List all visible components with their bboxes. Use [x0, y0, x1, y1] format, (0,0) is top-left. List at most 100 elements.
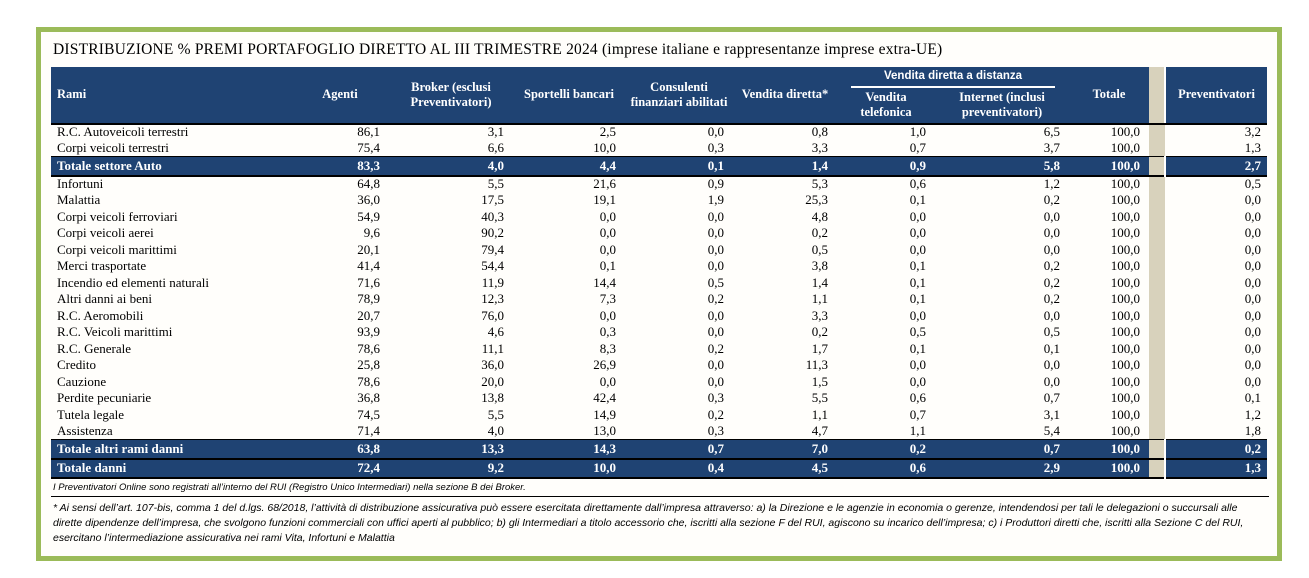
value-cell: 100,0	[1110, 423, 1141, 439]
table-row: Assistenza 71,4 4,0 13,0 0,3 4,7 1,1 5,4 100,0 1,…	[51, 423, 1267, 440]
value-cell: 1,2	[1043, 176, 1061, 192]
value-cell: 41,4	[357, 258, 380, 274]
value-cell: 1,3	[1164, 458, 1268, 478]
value-cell: 3,3	[811, 307, 828, 323]
row-label: Totale danni	[51, 458, 291, 478]
value-cell: 0,0	[1043, 357, 1061, 373]
value-cell: 13,0	[593, 423, 616, 439]
table-row: R.C. Autoveicoli terrestri 86,1 3,1 2,5 0,0 0…	[51, 123, 1267, 141]
table-row: Corpi veicoli terrestri 75,4 6,6 10,0 0,3 3,3…	[51, 140, 1267, 157]
total-row: Totale altri rami danni 63,8 13,3 14,3 0,7 7,…	[51, 439, 1268, 459]
table-row: Malattia 36,0 17,5 19,1 1,9 25,3 0,1 0,2 100,0 0,…	[51, 192, 1267, 209]
value-cell: 0,0	[707, 208, 724, 224]
row-label: Altri danni ai beni	[57, 291, 152, 307]
value-cell: 0,1	[1244, 390, 1262, 406]
value-cell: 7,0	[733, 439, 837, 459]
value-cell: 3,8	[811, 258, 828, 274]
value-cell: 0,0	[1244, 208, 1262, 224]
table-row: R.C. Generale 78,6 11,1 8,3 0,2 1,7 0,1 0,1 100,…	[51, 340, 1267, 358]
value-cell: 0,1	[1043, 340, 1061, 356]
total-row: Totale settore Auto 83,3 4,0 4,4 0,1 1,4 0,9 5,…	[51, 156, 1268, 176]
table-body: R.C. Autoveicoli terrestri 86,1 3,1 2,5 0,0 0…	[51, 123, 1268, 478]
value-cell: 0,0	[707, 225, 724, 241]
value-cell: 54,9	[357, 208, 380, 224]
value-cell: 0,7	[909, 406, 926, 422]
separator-band	[1149, 67, 1166, 125]
value-cell: 9,6	[363, 225, 380, 241]
value-cell: 0,0	[707, 357, 724, 373]
value-cell: 100,0	[1110, 124, 1141, 140]
value-cell: 100,0	[1110, 307, 1141, 323]
value-cell: 0,0	[1244, 307, 1262, 323]
value-cell: 0,0	[1043, 241, 1061, 257]
row-label: R.C. Aeromobili	[57, 307, 144, 323]
value-cell: 4,5	[733, 458, 837, 478]
separator-band	[1149, 307, 1166, 325]
value-cell: 14,3	[513, 439, 625, 459]
table-row: Corpi veicoli aerei 9,6 90,2 0,0 0,0 0,2 0,0 0,…	[51, 225, 1267, 242]
value-cell: 1,0	[909, 124, 926, 140]
row-label: Totale altri rami danni	[51, 439, 291, 459]
row-label: Corpi veicoli aerei	[57, 225, 154, 241]
value-cell: 14,4	[593, 274, 616, 290]
value-cell: 4,8	[811, 208, 828, 224]
value-cell: 3,7	[1043, 140, 1061, 156]
value-cell: 0,7	[1043, 390, 1061, 406]
value-cell: 76,0	[481, 307, 504, 323]
table-row: Cauzione 78,6 20,0 0,0 0,0 1,5 0,0 0,0 100,0 0,0	[51, 373, 1267, 391]
separator-band	[1149, 390, 1166, 407]
value-cell: 1,4	[811, 274, 828, 290]
value-cell: 100,0	[1069, 458, 1150, 478]
value-cell: 0,0	[909, 208, 926, 224]
value-cell: 100,0	[1110, 406, 1141, 422]
value-cell: 4,0	[389, 156, 513, 176]
value-cell: 42,4	[593, 390, 616, 406]
value-cell: 0,2	[1043, 274, 1061, 290]
value-cell: 0,3	[599, 324, 616, 340]
value-cell: 7,3	[599, 291, 616, 307]
col-header-preventivatori: Preventivatori	[1164, 67, 1268, 125]
row-label: Cauzione	[57, 373, 107, 389]
row-label: R.C. Autoveicoli terrestri	[57, 124, 189, 140]
value-cell: 0,0	[1244, 274, 1262, 290]
value-cell: 0,6	[909, 390, 926, 406]
value-cell: 0,0	[707, 258, 724, 274]
value-cell: 0,0	[599, 373, 616, 389]
value-cell: 13,8	[481, 390, 504, 406]
value-cell: 6,6	[487, 140, 504, 156]
report-frame: DISTRIBUZIONE % PREMI PORTAFOGLIO DIRETT…	[36, 27, 1282, 562]
value-cell: 0,7	[935, 439, 1070, 459]
value-cell: 100,0	[1110, 192, 1141, 208]
table-row: Infortuni 64,8 5,5 21,6 0,9 5,3 0,6 1,2 100,0 0,5	[51, 175, 1267, 193]
value-cell: 63,8	[291, 439, 389, 459]
value-cell: 25,8	[357, 357, 380, 373]
value-cell: 0,0	[599, 241, 616, 257]
table-row: Incendio ed elementi naturali 71,6 11,9 14,…	[51, 274, 1267, 292]
value-cell: 100,0	[1110, 176, 1141, 192]
value-cell: 1,9	[707, 192, 724, 208]
value-cell: 1,3	[1244, 140, 1262, 156]
separator-band	[1149, 123, 1166, 141]
separator-band	[1149, 324, 1166, 341]
value-cell: 100,0	[1110, 258, 1141, 274]
value-cell: 36,8	[357, 390, 380, 406]
value-cell: 100,0	[1110, 241, 1141, 257]
value-cell: 0,1	[909, 192, 926, 208]
value-cell: 100,0	[1110, 373, 1141, 389]
value-cell: 4,6	[487, 324, 504, 340]
value-cell: 1,1	[811, 291, 828, 307]
value-cell: 0,0	[1043, 208, 1061, 224]
value-cell: 2,9	[935, 458, 1070, 478]
value-cell: 25,3	[805, 192, 828, 208]
value-cell: 0,3	[707, 423, 724, 439]
value-cell: 1,8	[1244, 423, 1262, 439]
value-cell: 36,0	[481, 357, 504, 373]
value-cell: 64,8	[357, 176, 380, 192]
table-row: Corpi veicoli ferroviari 54,9 40,3 0,0 0,0 4,…	[51, 208, 1267, 226]
value-cell: 100,0	[1110, 390, 1141, 406]
separator-band	[1149, 225, 1166, 242]
value-cell: 21,6	[593, 176, 616, 192]
col-header-totale: Totale	[1069, 67, 1150, 125]
separator-band	[1149, 241, 1166, 259]
value-cell: 0,0	[1244, 225, 1262, 241]
